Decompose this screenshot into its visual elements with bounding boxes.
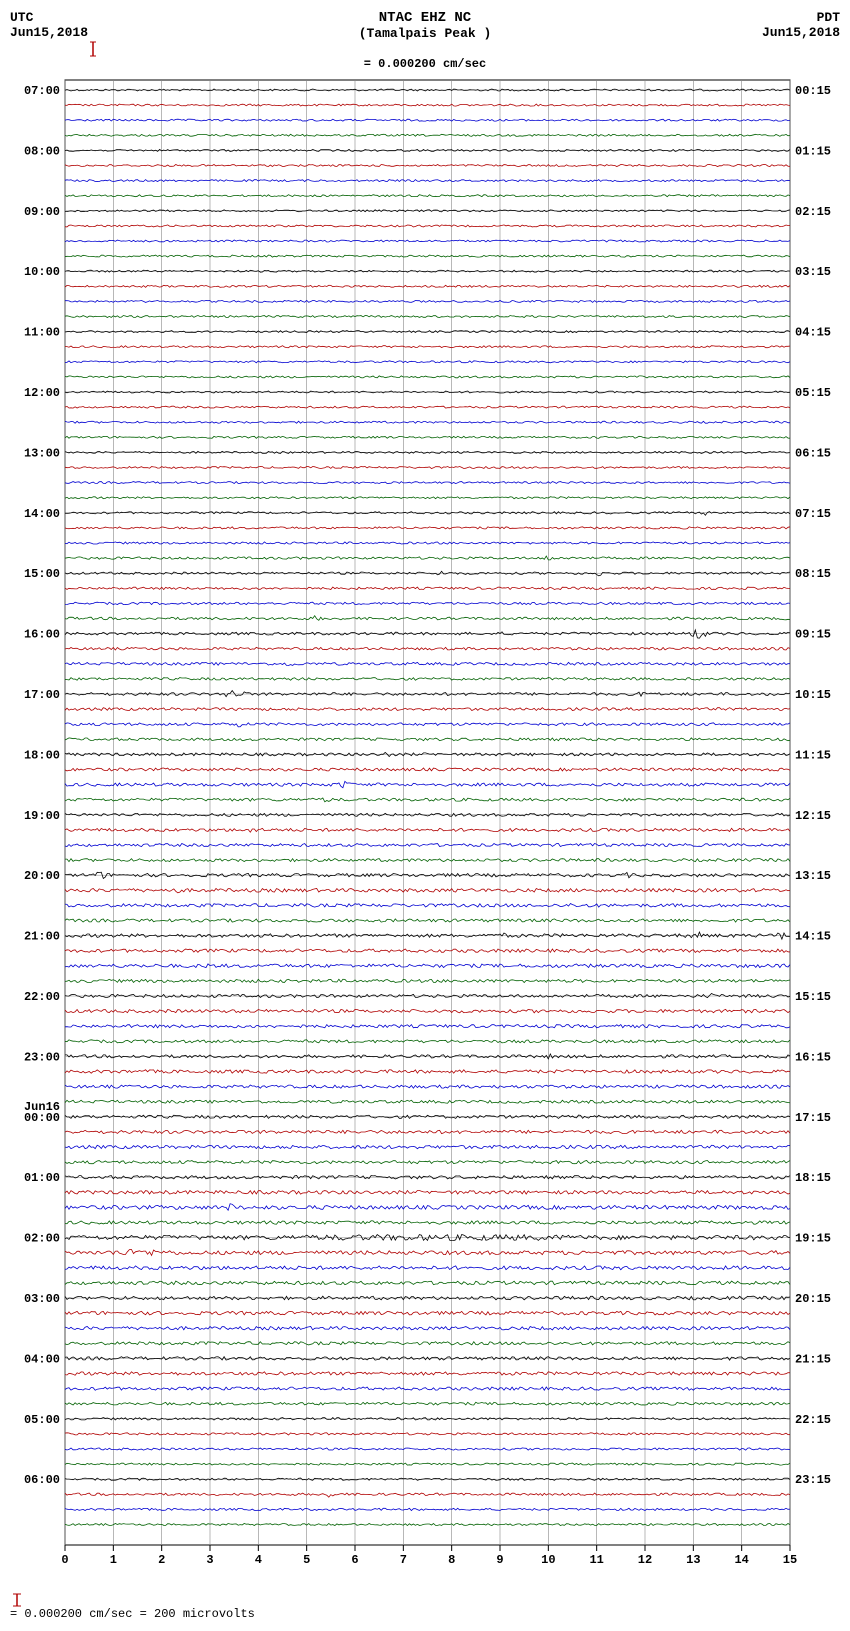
svg-text:06:15: 06:15 [795,446,831,460]
svg-text:21:15: 21:15 [795,1352,831,1366]
svg-text:12:00: 12:00 [24,386,60,400]
svg-text:14:15: 14:15 [795,930,831,944]
svg-text:15:00: 15:00 [24,567,60,581]
left-tz-label: UTC [10,10,88,25]
svg-text:00:15: 00:15 [795,84,831,98]
svg-text:07:15: 07:15 [795,507,831,521]
svg-text:05:15: 05:15 [795,386,831,400]
svg-text:13:15: 13:15 [795,869,831,883]
svg-text:19:15: 19:15 [795,1232,831,1246]
svg-text:4: 4 [255,1553,262,1567]
svg-text:5: 5 [303,1553,310,1567]
svg-text:03:15: 03:15 [795,265,831,279]
svg-text:15:15: 15:15 [795,990,831,1004]
svg-text:22:15: 22:15 [795,1413,831,1427]
svg-text:11: 11 [589,1553,603,1567]
svg-text:07:00: 07:00 [24,84,60,98]
svg-text:12:15: 12:15 [795,809,831,823]
svg-text:16:15: 16:15 [795,1050,831,1064]
right-date-label: Jun15,2018 [762,25,840,40]
svg-text:18:00: 18:00 [24,748,60,762]
svg-text:00:00: 00:00 [24,1111,60,1125]
svg-text:20:00: 20:00 [24,869,60,883]
svg-text:06:00: 06:00 [24,1473,60,1487]
svg-text:02:00: 02:00 [24,1232,60,1246]
svg-text:14:00: 14:00 [24,507,60,521]
svg-text:23:15: 23:15 [795,1473,831,1487]
svg-text:17:15: 17:15 [795,1111,831,1125]
svg-text:13:00: 13:00 [24,446,60,460]
svg-text:05:00: 05:00 [24,1413,60,1427]
svg-text:10: 10 [541,1553,555,1567]
svg-text:08:15: 08:15 [795,567,831,581]
right-tz-label: PDT [762,10,840,25]
svg-text:10:00: 10:00 [24,265,60,279]
svg-text:8: 8 [448,1553,455,1567]
svg-text:11:00: 11:00 [24,326,60,340]
svg-text:16:00: 16:00 [24,628,60,642]
svg-text:15: 15 [783,1553,797,1567]
svg-text:01:15: 01:15 [795,144,831,158]
svg-text:1: 1 [110,1553,117,1567]
svg-text:08:00: 08:00 [24,144,60,158]
svg-text:20:15: 20:15 [795,1292,831,1306]
svg-text:23:00: 23:00 [24,1050,60,1064]
svg-text:21:00: 21:00 [24,930,60,944]
svg-text:01:00: 01:00 [24,1171,60,1185]
svg-text:09:00: 09:00 [24,205,60,219]
svg-text:02:15: 02:15 [795,205,831,219]
helicorder-chart: 012345678910111213141507:0008:0009:0010:… [10,75,840,1585]
scale-indicator: = 0.000200 cm/sec [88,41,762,71]
footer-scale: = 0.000200 cm/sec = 200 microvolts [10,1593,840,1621]
svg-text:0: 0 [61,1553,68,1567]
station-subtitle: (Tamalpais Peak ) [88,26,762,41]
svg-text:09:15: 09:15 [795,628,831,642]
svg-text:04:15: 04:15 [795,326,831,340]
svg-text:9: 9 [496,1553,503,1567]
svg-text:03:00: 03:00 [24,1292,60,1306]
left-date-label: Jun15,2018 [10,25,88,40]
svg-text:19:00: 19:00 [24,809,60,823]
svg-text:10:15: 10:15 [795,688,831,702]
svg-text:6: 6 [351,1553,358,1567]
svg-text:14: 14 [734,1553,748,1567]
svg-text:22:00: 22:00 [24,990,60,1004]
svg-text:3: 3 [206,1553,213,1567]
svg-text:2: 2 [158,1553,165,1567]
svg-text:18:15: 18:15 [795,1171,831,1185]
svg-text:17:00: 17:00 [24,688,60,702]
svg-text:12: 12 [638,1553,652,1567]
svg-text:13: 13 [686,1553,700,1567]
station-title: NTAC EHZ NC [88,10,762,26]
svg-text:11:15: 11:15 [795,748,831,762]
svg-text:7: 7 [400,1553,407,1567]
svg-text:04:00: 04:00 [24,1352,60,1366]
